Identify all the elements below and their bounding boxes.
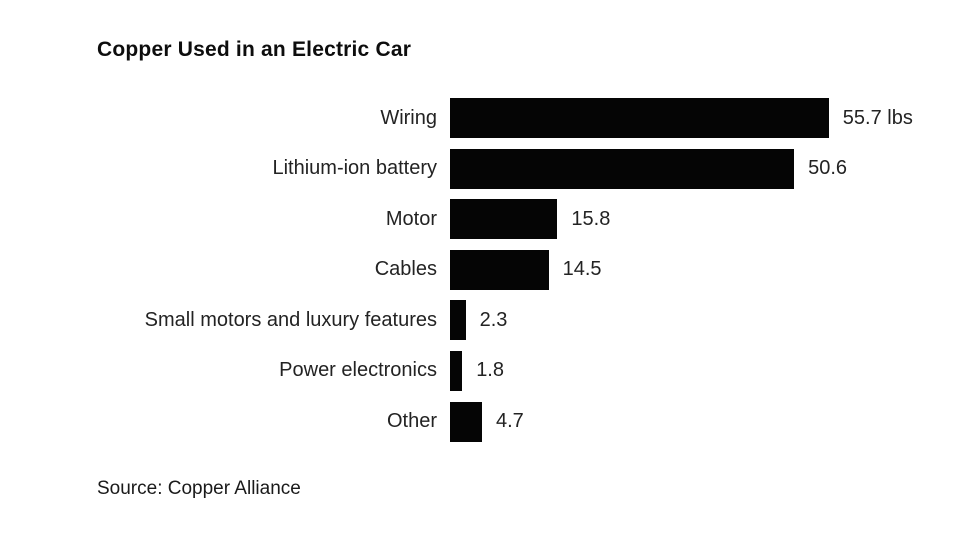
category-label: Lithium-ion battery	[272, 157, 437, 180]
category-label: Small motors and luxury features	[144, 308, 437, 331]
bar-row: Small motors and luxury features 2.3	[0, 300, 913, 341]
chart-title: Copper Used in an Electric Car	[97, 38, 412, 61]
bar	[450, 199, 558, 240]
category-label: Cables	[374, 258, 437, 281]
bar	[450, 350, 463, 391]
bar-row: Cables 14.5	[0, 249, 913, 290]
value-label: 55.7 lbs	[842, 106, 913, 129]
value-label: 15.8	[571, 207, 611, 230]
value-label: 2.3	[479, 308, 508, 331]
bar	[450, 401, 482, 442]
source-note: Source: Copper Alliance	[97, 478, 301, 499]
bar	[450, 98, 829, 138]
value-label: 14.5	[562, 258, 602, 281]
bar-row: Power electronics 1.8	[0, 350, 913, 391]
category-label: Motor	[385, 207, 437, 230]
bar	[450, 300, 466, 341]
value-label: 4.7	[496, 410, 524, 433]
bar-row: Wiring 55.7 lbs	[0, 98, 913, 138]
bar-row: Other 4.7	[0, 401, 913, 442]
bar	[450, 249, 549, 290]
bar-row: Motor 15.8	[0, 199, 913, 240]
bar-chart: Wiring 55.7 lbs Lithium-ion battery 50.6…	[0, 98, 913, 442]
value-label: 50.6	[808, 157, 848, 180]
bar	[450, 148, 795, 189]
category-label: Wiring	[380, 106, 437, 129]
category-label: Power electronics	[279, 359, 437, 382]
bar-row: Lithium-ion battery 50.6	[0, 148, 913, 189]
category-label: Other	[386, 410, 437, 433]
value-label: 1.8	[476, 359, 504, 382]
